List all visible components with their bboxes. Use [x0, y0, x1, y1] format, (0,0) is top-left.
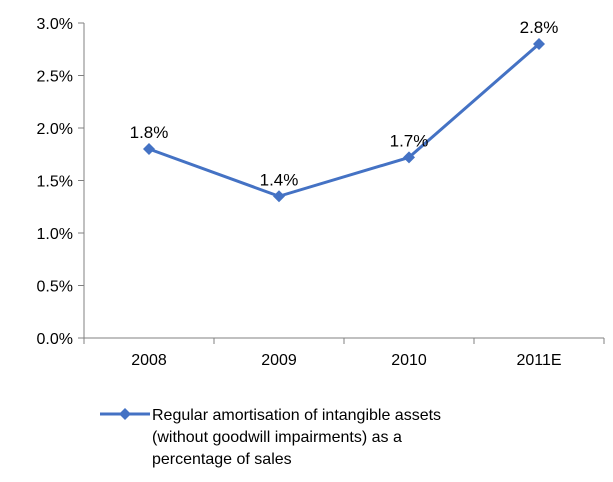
y-tick-label: 1.5%	[37, 174, 73, 191]
data-label: 1.4%	[260, 170, 299, 189]
legend: Regular amortisation of intangible asset…	[100, 407, 441, 468]
data-label: 1.8%	[130, 123, 169, 142]
y-tick-label: 0.0%	[37, 331, 73, 348]
legend-label: (without goodwill impairments) as a	[152, 429, 402, 446]
data-label: 1.7%	[390, 131, 429, 150]
x-tick-label: 2010	[391, 352, 427, 369]
legend-marker-swatch	[119, 408, 131, 420]
series-line	[148, 42, 540, 198]
series-layer	[143, 38, 545, 203]
data-label: 2.8%	[520, 18, 559, 37]
x-tick-label: 2011E	[516, 352, 561, 369]
x-tick-label: 2008	[131, 352, 167, 369]
y-tick-label: 2.5%	[37, 69, 73, 86]
x-axis: 2008 2009 2010 2011E	[83, 337, 605, 369]
y-tick-label: 3.0%	[37, 16, 73, 33]
data-point-marker	[273, 190, 285, 203]
y-tick-label: 0.5%	[37, 279, 73, 296]
data-point-marker	[533, 38, 545, 50]
legend-label: percentage of sales	[152, 451, 292, 468]
data-point-marker	[403, 151, 415, 164]
y-axis: 0.0% 0.5% 1.0% 1.5% 2.0% 2.5% 3.0%	[37, 16, 85, 348]
legend-label: Regular amortisation of intangible asset…	[152, 407, 441, 424]
data-labels: 1.8% 1.4% 1.7% 2.8%	[130, 18, 559, 189]
x-tick-label: 2009	[261, 352, 297, 369]
y-tick-label: 2.0%	[37, 121, 73, 138]
y-tick-label: 1.0%	[37, 226, 73, 243]
data-point-marker	[143, 143, 155, 155]
